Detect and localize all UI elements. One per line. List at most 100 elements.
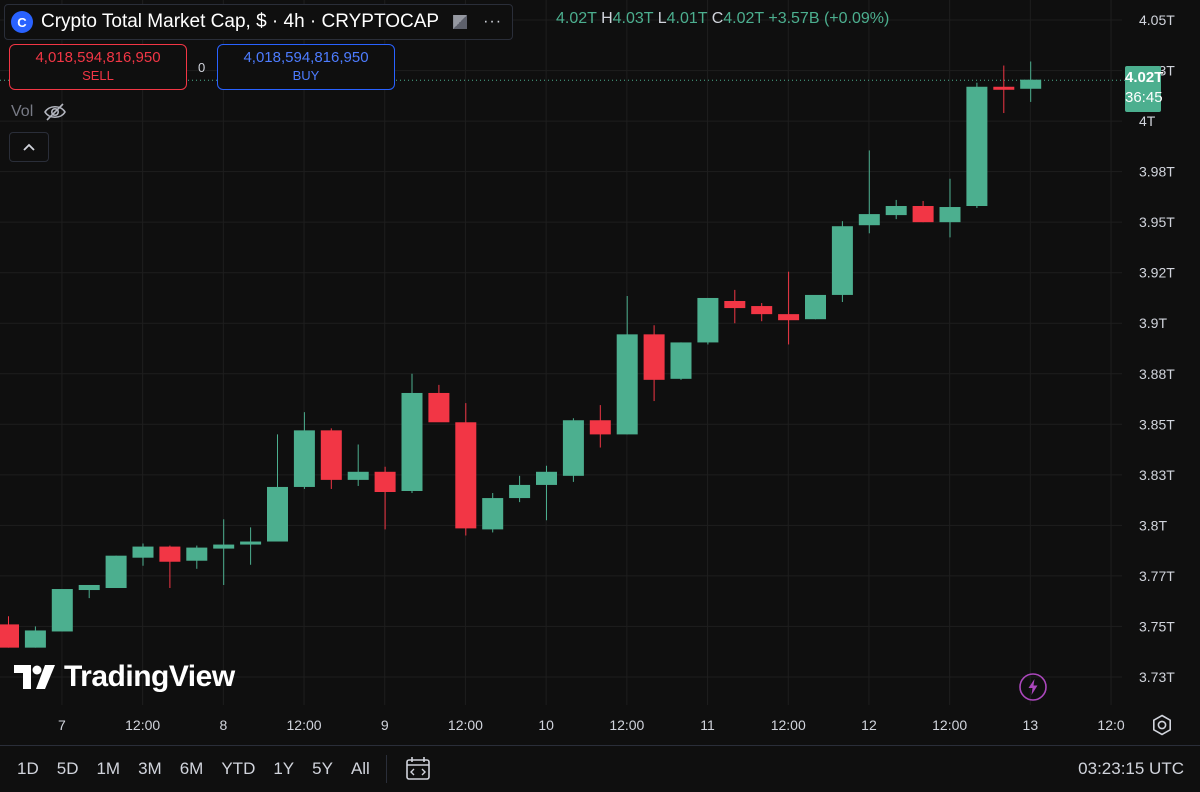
price-tick-label: 3.8T: [1139, 517, 1167, 533]
candle[interactable]: [509, 475, 531, 503]
range-1m-button[interactable]: 1M: [96, 759, 121, 778]
candle[interactable]: [993, 65, 1015, 114]
candle[interactable]: [536, 465, 557, 521]
candle[interactable]: [643, 325, 665, 402]
candle[interactable]: [751, 303, 773, 322]
candle[interactable]: [966, 82, 988, 209]
candle[interactable]: [401, 373, 423, 494]
bar-countdown: 36:45: [1125, 89, 1163, 106]
range-5y-button[interactable]: 5Y: [312, 759, 333, 778]
candle[interactable]: [1020, 61, 1042, 102]
low-value: 4.01T: [666, 10, 708, 27]
more-options-icon[interactable]: ···: [483, 13, 503, 30]
candle[interactable]: [562, 418, 584, 482]
candle-body: [509, 484, 531, 499]
range-6m-button[interactable]: 6M: [179, 759, 204, 778]
candle[interactable]: [159, 545, 181, 589]
candle[interactable]: [186, 545, 208, 569]
candle[interactable]: [670, 342, 692, 380]
candle-body: [293, 430, 315, 487]
range-1y-button[interactable]: 1Y: [273, 759, 295, 778]
candle[interactable]: [105, 555, 127, 589]
candle[interactable]: [697, 297, 719, 345]
collapse-legend-button[interactable]: [9, 132, 49, 162]
candle-body: [0, 624, 19, 648]
candle-body: [132, 546, 154, 558]
gear-icon[interactable]: [1151, 714, 1173, 736]
price-tick-label: 3.75T: [1139, 618, 1175, 634]
candle[interactable]: [939, 178, 961, 238]
candle[interactable]: [320, 428, 342, 489]
volume-indicator[interactable]: Vol: [11, 102, 67, 122]
time-axis: 7 12:00 8 12:00 9 12:00 10 12:00 11 12:00 12 12:00 1…: [58, 717, 1125, 733]
flash-icon[interactable]: [1018, 672, 1048, 702]
candle[interactable]: [455, 403, 477, 536]
candle[interactable]: [724, 289, 746, 324]
price-tick-label: 4.05T: [1139, 12, 1175, 28]
tradingview-wordmark: TradingView: [64, 660, 235, 693]
chevron-up-icon: [23, 143, 35, 151]
candle-body: [805, 294, 826, 320]
candle-body: [347, 471, 369, 480]
date-range-icon[interactable]: [405, 756, 433, 782]
last-price-tag: 4.02T 36:45: [1125, 66, 1163, 112]
candle[interactable]: [132, 543, 154, 566]
candle[interactable]: [267, 434, 288, 542]
price-axis: 4.05T4.03T4T3.98T3.95T3.92T3.9T3.88T3.85…: [1139, 12, 1175, 685]
candle[interactable]: [482, 493, 504, 533]
candlestick-chart[interactable]: 4.05T 4.03T 4T 3.98T 3.95T 3.92T 3.9T 3.88T 3.85…: [0, 0, 1200, 745]
candle[interactable]: [347, 444, 369, 486]
range-3m-button[interactable]: 3M: [138, 759, 162, 778]
candle-body: [643, 334, 665, 380]
symbol-title[interactable]: Crypto Total Market Cap, $ · 4h · CRYPTO…: [41, 11, 440, 32]
candle-body: [186, 547, 208, 561]
candle-series: [0, 61, 1042, 648]
candle[interactable]: [0, 616, 19, 648]
tradingview-logo[interactable]: TradingView: [14, 660, 235, 694]
candle[interactable]: [213, 519, 235, 585]
candle[interactable]: [778, 271, 800, 345]
candle[interactable]: [805, 294, 826, 320]
symbol-legend[interactable]: C Crypto Total Market Cap, $ · 4h · CRYP…: [4, 4, 514, 40]
price-tick-label: 3.85T: [1139, 416, 1175, 432]
candle[interactable]: [78, 584, 100, 599]
flag-icon[interactable]: [453, 15, 468, 29]
candle[interactable]: [616, 295, 638, 435]
candle-body: [885, 206, 907, 216]
buy-button[interactable]: 4,018,594,816,950 BUY: [217, 44, 395, 90]
range-1d-button[interactable]: 1D: [17, 759, 39, 778]
time-tick-label: 12:00: [287, 717, 322, 733]
candle[interactable]: [589, 405, 611, 448]
candle[interactable]: [293, 412, 315, 489]
candle[interactable]: [858, 150, 880, 234]
candle-body: [993, 86, 1015, 90]
price-tick-label: 3.77T: [1139, 568, 1175, 584]
candle[interactable]: [374, 466, 396, 530]
candle[interactable]: [831, 221, 853, 303]
time-tick-label: 8: [219, 717, 227, 733]
range-5d-button[interactable]: 5D: [56, 759, 79, 778]
high-label: H: [601, 10, 613, 27]
candle[interactable]: [24, 626, 46, 648]
candle-body: [724, 301, 746, 309]
time-tick-label: 12:00: [125, 717, 160, 733]
candle[interactable]: [51, 589, 73, 632]
candle[interactable]: [428, 384, 450, 423]
sell-button[interactable]: 4,018,594,816,950 SELL: [9, 44, 187, 90]
price-tick-label: 3.73T: [1139, 669, 1175, 685]
candle-body: [939, 207, 961, 223]
candle-body: [778, 314, 800, 321]
time-tick-label: 7: [58, 717, 66, 733]
candle[interactable]: [240, 527, 262, 565]
time-tick-label: 9: [381, 717, 389, 733]
candle[interactable]: [912, 200, 934, 223]
utc-clock[interactable]: 03:23:15 UTC: [1078, 759, 1184, 778]
toolbar-divider: [385, 755, 387, 783]
range-all-button[interactable]: All: [350, 759, 370, 778]
candle-body: [24, 630, 46, 648]
candle-body: [482, 498, 504, 530]
candle[interactable]: [885, 199, 907, 220]
eye-hidden-icon[interactable]: [43, 102, 67, 122]
candle-body: [213, 544, 235, 549]
range-ytd-button[interactable]: YTD: [221, 759, 256, 778]
